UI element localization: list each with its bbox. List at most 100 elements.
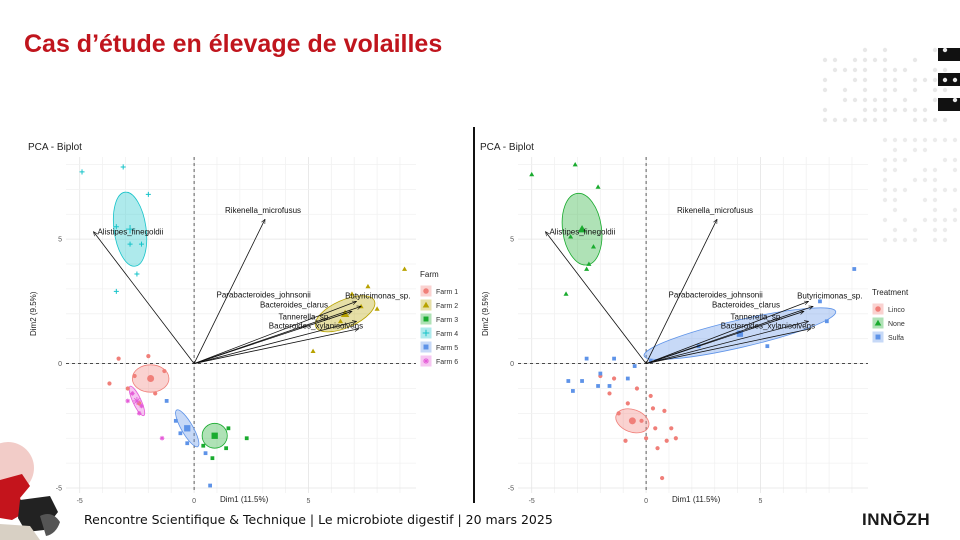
point-sulfa — [626, 377, 630, 381]
pca-biplot-farm-svg: PCA - Biplot-5 0 5-505Dim1 (11.5%)Dim2 (9.… — [22, 135, 462, 505]
vector-label: Parabacteroides_johnsonii — [217, 290, 312, 299]
point-linco — [669, 426, 673, 430]
point-farm-1 — [117, 357, 121, 361]
point-sulfa — [633, 364, 637, 368]
point-linco — [617, 411, 621, 415]
y-axis-label: Dim2 (9.5%) — [481, 291, 490, 336]
vector-label: Parabacteroides_johnsonii — [669, 290, 764, 299]
vector-label: Tannerella_sp. — [279, 312, 331, 321]
vector-label: Bacteroides_clarus — [260, 300, 328, 309]
legend-marker — [424, 317, 429, 322]
point-farm-3 — [245, 436, 249, 440]
point-farm-1 — [133, 374, 137, 378]
point-sulfa — [596, 384, 600, 388]
vector-label: Butyricimonas_sp. — [345, 291, 410, 300]
x-tick-label: 5 — [307, 498, 311, 505]
point-sulfa — [612, 357, 616, 361]
legend: Farm Farm 1 Farm 2 Farm 3 Farm 4 Farm 5 Farm 6 — [420, 270, 458, 367]
vector-label: Butyricimonas_sp. — [797, 291, 862, 300]
vector-label: Alistipes_finegoldii — [549, 228, 615, 237]
point-farm-3 — [224, 446, 228, 450]
legend-label: Farm 6 — [436, 359, 458, 366]
vector-label: Tannerella_sp. — [731, 312, 783, 321]
logo-text: INNŌZH — [862, 510, 930, 529]
legend-marker — [876, 335, 881, 340]
point-farm-1 — [146, 354, 150, 358]
slide-title: Cas d’étude en élevage de volailles — [24, 30, 442, 59]
y-tick-label: 0 — [510, 361, 514, 368]
point-farm-5 — [165, 399, 169, 403]
x-axis-label: Dim1 (11.5%) — [220, 495, 269, 504]
legend-label: Linco — [888, 307, 905, 314]
point-linco — [612, 376, 616, 380]
centroid-farm-1 — [147, 375, 154, 382]
point-linco — [626, 401, 630, 405]
vector-label: Bacteroides_clarus — [712, 300, 780, 309]
innozh-logo: INNŌZH — [862, 510, 930, 532]
point-farm-5 — [204, 451, 208, 455]
legend-marker — [423, 288, 429, 294]
y-tick-label: 0 — [58, 361, 62, 368]
chart-title: PCA - Biplot — [28, 142, 82, 153]
point-farm-5 — [174, 419, 178, 423]
legend-label: Farm 1 — [436, 289, 458, 296]
point-linco — [635, 386, 639, 390]
vector-label: Bacteroides_xylanisolvens — [269, 322, 363, 331]
legend-marker — [424, 345, 429, 350]
point-linco — [660, 476, 664, 480]
point-linco — [623, 439, 627, 443]
point-farm-1 — [153, 391, 157, 395]
point-sulfa — [825, 319, 829, 323]
point-sulfa — [585, 357, 589, 361]
footer-text: Rencontre Scientifique & Technique | Le … — [84, 512, 553, 527]
point-farm-6 — [160, 436, 165, 441]
legend-title: Treatment — [872, 288, 909, 297]
vector-label: Rikenella_microfusus — [677, 206, 753, 215]
point-sulfa — [580, 379, 584, 383]
y-tick-label: 5 — [58, 237, 62, 244]
legend-label: Sulfa — [888, 335, 904, 342]
y-tick-label: 5 — [510, 237, 514, 244]
point-linco — [651, 406, 655, 410]
legend-label: Farm 2 — [436, 303, 458, 310]
pca-biplot-treatment: PCA - Biplot -5 0 5 -5 0 5 Dim1 (11.5%) Dim2 (9.… — [474, 135, 914, 505]
legend-title: Farm — [420, 270, 439, 279]
legend-marker — [423, 358, 429, 364]
point-linco — [653, 426, 657, 430]
centroid-linco — [629, 417, 636, 424]
point-farm-3 — [211, 456, 215, 460]
y-tick-label: -5 — [508, 486, 514, 493]
point-linco — [644, 436, 648, 440]
point-sulfa — [608, 384, 612, 388]
point-farm-5 — [185, 441, 189, 445]
point-sulfa — [852, 267, 856, 271]
point-sulfa — [598, 372, 602, 376]
centroid-farm-3 — [212, 433, 218, 439]
pca-biplot-treatment-svg: PCA - Biplot -5 0 5 -5 0 5 Dim1 (11.5%) Dim2 (9.… — [474, 135, 914, 505]
poultry-corner-illustration — [0, 440, 80, 540]
point-linco — [639, 419, 643, 423]
pca-biplot-farm: PCA - Biplot -5 0 5 -5 0 5 Dim1 (11.5%) Dim2 (9.… — [22, 135, 462, 505]
vector-label: Alistipes_finegoldii — [97, 228, 163, 237]
point-sulfa — [571, 389, 575, 393]
point-linco — [607, 391, 611, 395]
point-farm-1 — [162, 369, 166, 373]
legend-label: Farm 3 — [436, 317, 458, 324]
x-tick-label: 5 — [759, 498, 763, 505]
point-farm-1 — [107, 381, 111, 385]
dot-texture-deco — [820, 45, 960, 125]
x-tick-label: -5 — [529, 498, 535, 505]
point-farm-1 — [126, 386, 130, 390]
x-tick-label: 0 — [644, 498, 648, 505]
x-axis-label: Dim1 (11.5%) — [672, 495, 721, 504]
point-farm-5 — [178, 431, 182, 435]
point-linco — [674, 436, 678, 440]
chart-title: PCA - Biplot — [480, 142, 534, 153]
legend-label: Farm 5 — [436, 345, 458, 352]
point-sulfa — [566, 379, 570, 383]
legend-marker — [875, 306, 881, 312]
vector-label: Rikenella_microfusus — [225, 206, 301, 215]
legend-label: Farm 4 — [436, 331, 458, 338]
x-tick-label: 0 — [192, 498, 196, 505]
legend: Treatment Linco None Sulfa — [872, 288, 909, 343]
